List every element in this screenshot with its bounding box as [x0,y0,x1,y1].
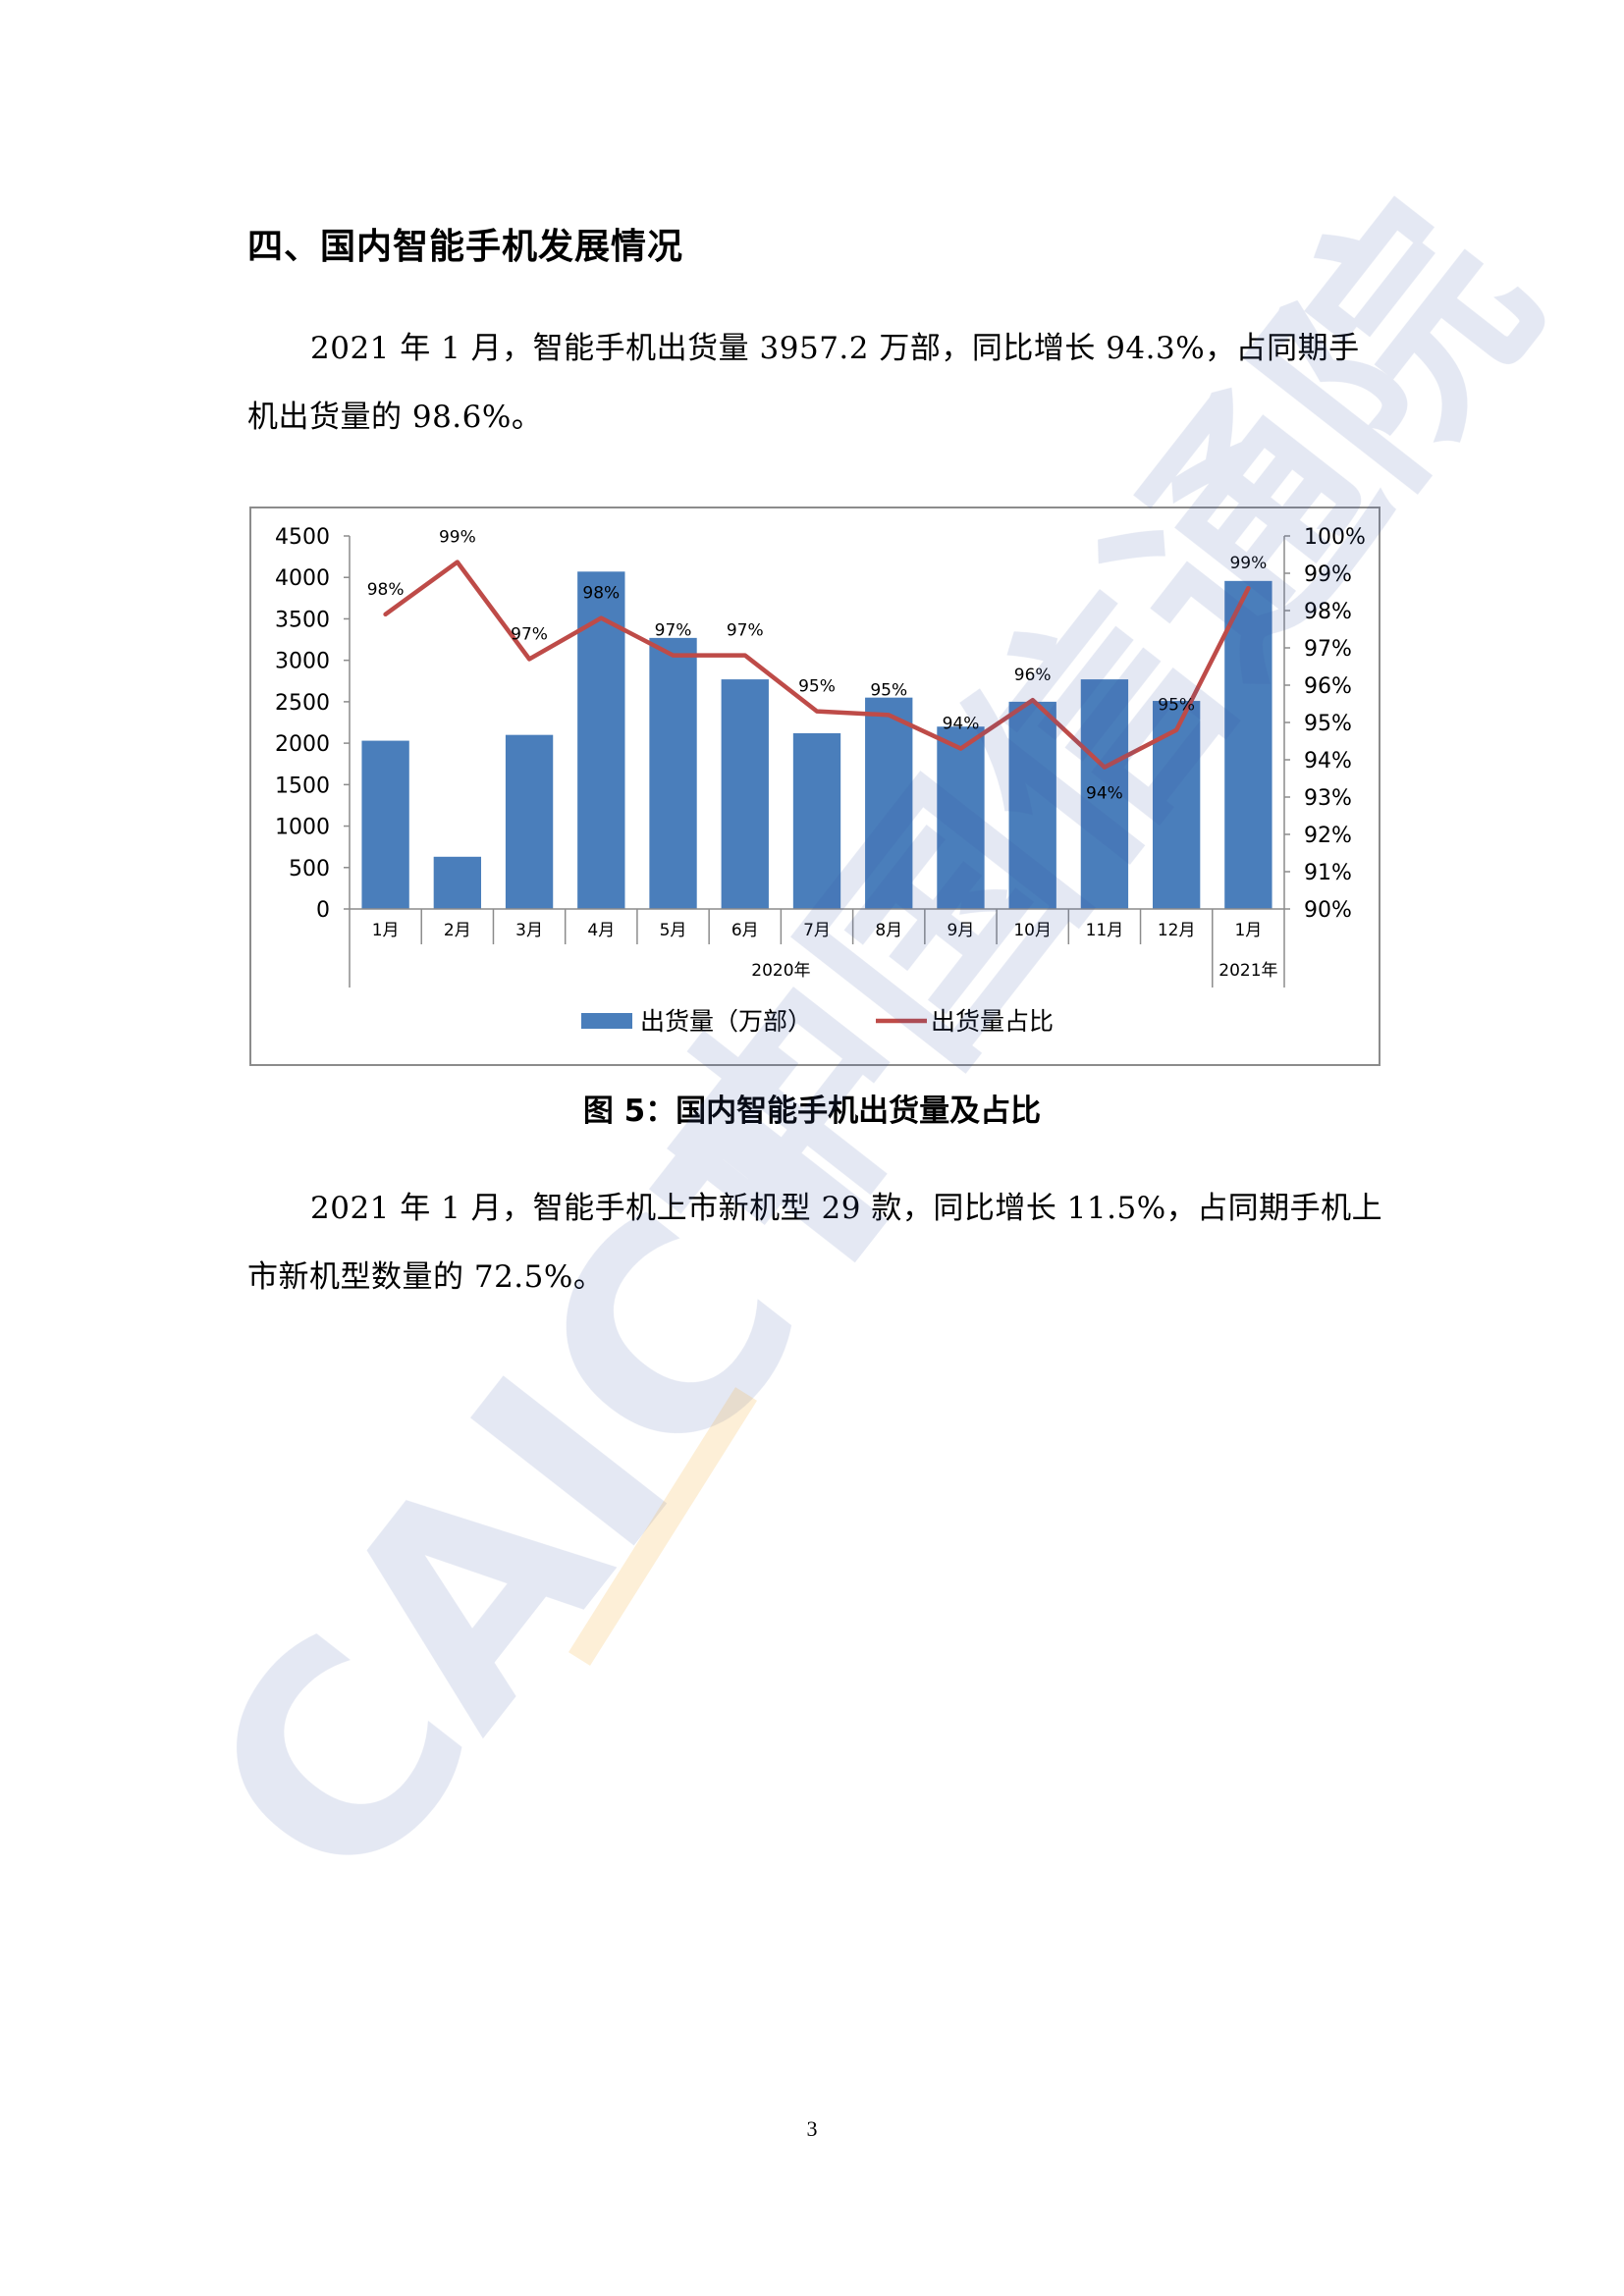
line-data-label: 99% [439,528,476,548]
y-left-tick-label: 1000 [275,816,330,840]
chart-container: 0 500 1000 1500 2000 2500 3000 3500 4000 4500 90% 9… [249,507,1380,1066]
bar-shipment [361,740,409,909]
shipment-chart: 0 500 1000 1500 2000 2500 3000 3500 4000 4500 90% 9… [275,525,1366,1036]
y-right-tick-label: 91% [1304,861,1352,885]
line-data-label: 98% [582,584,620,604]
bar-shipment [721,679,769,909]
y-left-tick-label: 3500 [275,608,330,632]
section-heading: 四、国内智能手机发展情况 [247,227,684,267]
bar-shipment [1080,679,1129,909]
bar-shipment [649,637,697,909]
legend-bar-swatch [581,1013,632,1029]
line-data-label: 95% [870,680,907,700]
watermark-en-text: CAICT [146,1002,986,1947]
bar-shipment [937,726,985,909]
bar-shipment [577,571,625,909]
y-left-tick-label: 3000 [275,650,330,674]
x-tick-label: 2月 [444,921,471,940]
bar-shipment [1008,701,1056,909]
line-share [383,560,1251,770]
line-data-label: 97% [655,621,692,641]
y-left-tick-label: 0 [316,898,330,923]
line-data-label: 94% [1086,784,1123,804]
line-data-label: 96% [1014,666,1052,685]
page-number: 3 [806,2116,818,2141]
y-left-tick-label: 1500 [275,774,330,798]
line-data-label: 98% [367,580,405,600]
watermark-accent-line [568,1387,758,1666]
y-left-tick-label: 500 [289,857,330,881]
x-tick-label: 1月 [1234,921,1262,940]
y-right-tick-label: 100% [1304,525,1366,550]
y-left-tick-label: 2500 [275,691,330,716]
line-data-label: 97% [511,624,548,644]
x-tick-label: 4月 [587,921,615,940]
x-tick-label: 9月 [947,921,975,940]
y-right-tick-label: 94% [1304,749,1352,774]
bar-shipment [792,732,841,909]
y-right-tick-label: 95% [1304,712,1352,736]
bar-shipment [865,697,913,909]
bar-shipment [505,734,554,909]
paragraph-new-models: 2021 年 1 月，智能手机上市新机型 29 款，同比增长 11.5%，占同期… [247,1174,1386,1311]
bar-shipment [433,856,482,909]
y-right-tick-label: 96% [1304,674,1352,699]
x-tick-label: 12月 [1158,921,1196,940]
paragraph-shipments: 2021 年 1 月，智能手机出货量 3957.2 万部，同比增长 94.3%，… [247,314,1386,452]
y-left-tick-label: 4500 [275,525,330,550]
bar-shipment [1224,580,1272,909]
x-group-label: 2021年 [1218,961,1277,981]
y-right-tick-label: 98% [1304,600,1352,624]
paragraph-shipments-text: 2021 年 1 月，智能手机出货量 3957.2 万部，同比增长 94.3%，… [247,331,1360,435]
x-tick-label: 8月 [875,921,902,940]
x-tick-label: 7月 [803,921,831,940]
bar-shipment [1152,701,1201,909]
x-group-label: 2020年 [751,961,810,981]
line-data-label: 95% [1158,696,1195,716]
y-left-tick-label: 2000 [275,732,330,757]
paragraph-new-models-text: 2021 年 1 月，智能手机上市新机型 29 款，同比增长 11.5%，占同期… [247,1191,1383,1295]
line-data-label: 94% [943,715,980,734]
x-tick-label: 11月 [1086,921,1124,940]
line-data-label: 99% [1229,554,1267,573]
y-right-tick-label: 90% [1304,898,1352,923]
y-right-tick-label: 97% [1304,637,1352,662]
legend-line-label: 出货量占比 [931,1007,1054,1036]
y-left-tick-label: 4000 [275,566,330,591]
legend-bar-label: 出货量（万部） [640,1007,812,1036]
x-tick-label: 3月 [515,921,543,940]
figure-caption: 图 5：国内智能手机出货量及占比 [582,1094,1042,1129]
line-data-label: 95% [798,677,836,697]
x-tick-label: 1月 [372,921,400,940]
y-right-tick-label: 92% [1304,824,1352,848]
x-tick-label: 5月 [660,921,687,940]
y-right-tick-label: 93% [1304,786,1352,811]
x-tick-label: 6月 [731,921,759,940]
y-right-tick-label: 99% [1304,562,1352,587]
line-data-label: 97% [727,621,764,641]
x-tick-label: 10月 [1013,921,1052,940]
